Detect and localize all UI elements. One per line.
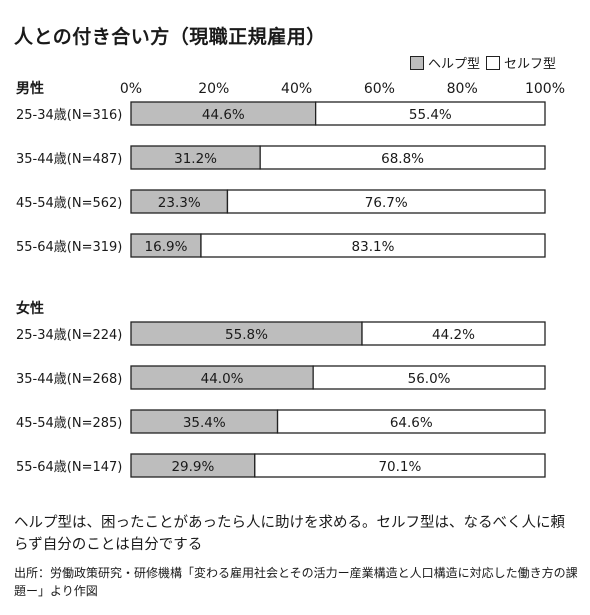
x-tick-label: 80% (447, 81, 478, 97)
x-tick-label: 40% (281, 81, 312, 97)
category-label: 45-54歳(N=285) (16, 416, 122, 431)
group-label: 女性 (16, 300, 44, 317)
bar-self (361, 321, 546, 346)
stacked-bar-chart: 0% 20% 40% 60% 80% 100% 男性 25-34歳(N=316) 44.6% 55… (16, 80, 565, 478)
chart-note: ヘルプ型は、困ったことがあったら人に助けを求める。セルフ型は、なるべく人に頼らず… (14, 515, 565, 553)
x-tick-label: 60% (364, 81, 395, 97)
data-label-self: 64.6% (390, 415, 433, 431)
legend-item-self: セルフ型 (486, 53, 556, 72)
data-label-self: 56.0% (408, 371, 451, 387)
category-label: 55-64歳(N=147) (16, 460, 122, 475)
category-label: 35-44歳(N=487) (16, 152, 122, 167)
category-label: 25-34歳(N=316) (16, 108, 122, 123)
category-label: 25-34歳(N=224) (16, 328, 122, 343)
legend-item-help: ヘルプ型 (410, 53, 480, 72)
data-label-self: 44.2% (432, 327, 475, 343)
bar-self (276, 409, 546, 434)
x-tick-label: 100% (525, 81, 565, 97)
legend: ヘルプ型 セルフ型 (410, 53, 562, 72)
data-label-self: 70.1% (378, 459, 421, 475)
chart-title: 人との付き合い方（現職正規雇用） (14, 26, 326, 48)
data-label-self: 83.1% (352, 239, 395, 255)
source-credit: 出所：労働政策研究・研修機構「変わる雇用社会とその活力ー産業構造と人口構造に対応… (14, 566, 578, 598)
data-label-help: 16.9% (145, 239, 188, 255)
data-label-help: 44.6% (202, 107, 245, 123)
category-label: 45-54歳(N=562) (16, 196, 122, 211)
data-label-help: 44.0% (201, 371, 244, 387)
legend-swatch-self (486, 55, 501, 70)
legend-label-self: セルフ型 (504, 57, 557, 72)
legend-swatch-help (410, 55, 424, 70)
legend-label-help: ヘルプ型 (428, 57, 481, 72)
category-label: 35-44歳(N=268) (16, 372, 122, 387)
x-tick-label: 20% (198, 81, 229, 97)
data-label-help: 35.4% (183, 415, 226, 431)
data-label-self: 55.4% (409, 107, 452, 123)
data-label-self: 68.8% (381, 151, 424, 167)
category-label: 55-64歳(N=319) (16, 240, 122, 255)
bar-self (314, 101, 546, 126)
group-label: 男性 (16, 80, 44, 97)
data-label-help: 29.9% (171, 459, 214, 475)
bar-self (226, 189, 546, 214)
data-label-help: 23.3% (158, 195, 201, 211)
bar-self (254, 453, 546, 478)
data-label-help: 31.2% (174, 151, 217, 167)
bar-self (200, 233, 546, 258)
bar-self (312, 365, 546, 390)
x-tick-label: 0% (120, 81, 142, 97)
data-label-self: 76.7% (365, 195, 408, 211)
data-label-help: 55.8% (225, 327, 268, 343)
bar-self (259, 145, 546, 170)
